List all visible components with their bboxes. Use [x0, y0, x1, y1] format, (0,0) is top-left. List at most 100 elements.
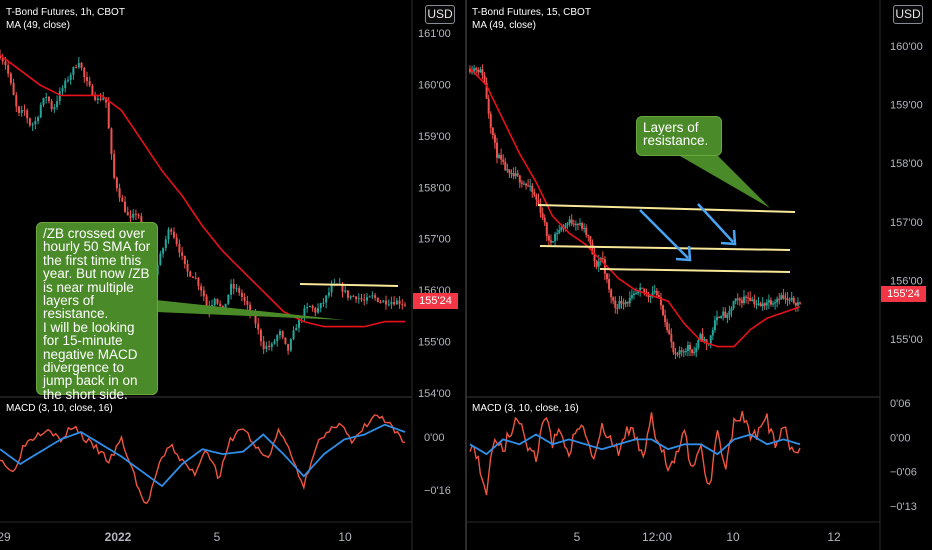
right-candle [639, 287, 642, 291]
right-candle [765, 302, 768, 306]
right-candle [545, 222, 548, 236]
right-note-pointer [680, 156, 770, 208]
right-candle [769, 300, 772, 305]
left-candle [64, 80, 67, 89]
right-candle [649, 296, 652, 298]
right-candle [794, 302, 797, 306]
right-candle [776, 298, 779, 303]
left-candle [325, 295, 328, 303]
left-candle [311, 305, 314, 309]
left-candle [393, 302, 396, 305]
left-note[interactable]: /ZB crossed over hourly 50 SMA for the f… [36, 222, 158, 401]
left-ma-line [0, 54, 405, 328]
right-candle [799, 302, 801, 304]
left-y-tick: 160'00 [418, 79, 451, 91]
resistance-line-2[interactable] [539, 245, 791, 251]
right-candle [493, 134, 496, 143]
left-candle [99, 98, 102, 100]
right-candle [724, 311, 727, 318]
right-candle [757, 303, 760, 305]
right-candle [502, 159, 505, 162]
right-candle [728, 311, 731, 315]
left-candle [159, 253, 162, 265]
resistance-line-3[interactable] [599, 268, 791, 273]
right-chart-title: T-Bond Futures, 15, CBOT [472, 7, 591, 18]
right-candle [591, 243, 594, 255]
left-candle [257, 323, 260, 330]
right-candle [525, 183, 528, 186]
left-candle [346, 290, 349, 298]
left-candle [197, 278, 200, 287]
right-candle [564, 224, 567, 229]
right-candle [680, 350, 683, 352]
left-candle [322, 302, 325, 304]
left-candle [12, 83, 15, 96]
left-candle [363, 299, 366, 301]
right-candle [620, 301, 623, 304]
left-candle [398, 300, 401, 305]
left-candle [238, 288, 241, 293]
right-candle [593, 254, 596, 261]
left-candle [235, 288, 238, 290]
right-candle [589, 236, 592, 244]
left-candle [107, 102, 110, 129]
left-candle [1, 58, 4, 62]
left-candle [213, 298, 216, 306]
right-candle [574, 223, 577, 225]
right-note[interactable]: Layers of resistance. [636, 116, 722, 156]
right-candle [749, 297, 752, 301]
right-candle [703, 339, 706, 341]
left-candle [42, 98, 45, 105]
left-candle [216, 298, 219, 304]
left-macd-label: MACD (3, 10, close, 16) [6, 403, 113, 414]
right-candle [471, 71, 474, 73]
right-candle [481, 69, 484, 76]
left-candle [278, 331, 281, 336]
left-candle [292, 330, 295, 340]
right-candle [535, 195, 538, 200]
left-candle [387, 304, 390, 306]
right-candle [645, 292, 648, 294]
right-candle [520, 182, 523, 184]
arrow-1[interactable] [639, 209, 692, 262]
right-candle [753, 299, 756, 305]
left-candle [72, 67, 75, 75]
left-candle [34, 121, 37, 125]
left-resistance-line[interactable] [299, 283, 399, 287]
right-candle [788, 299, 791, 301]
left-candle [221, 305, 224, 309]
right-candle [774, 302, 777, 304]
left-candle [39, 104, 42, 118]
right-candle [718, 317, 721, 319]
left-candle [113, 153, 116, 178]
left-candle [186, 264, 189, 272]
left-candle [18, 106, 21, 113]
right-candle [500, 155, 503, 160]
left-candle [254, 314, 257, 324]
right-last-price-tag: 155'24 [881, 286, 926, 302]
right-candle [616, 307, 619, 309]
left-candle [357, 298, 360, 300]
right-candle [618, 301, 621, 309]
right-candle [475, 68, 478, 70]
right-currency-button[interactable]: USD [893, 5, 923, 24]
right-candle [740, 300, 743, 303]
right-candle [672, 342, 675, 353]
left-candle [80, 62, 83, 68]
left-candle [219, 303, 222, 306]
left-candle [77, 62, 80, 68]
left-candle [352, 296, 355, 298]
left-macd-line [0, 423, 406, 488]
left-last-price-tag: 155'24 [413, 293, 458, 309]
left-candle [295, 327, 298, 331]
right-candle [641, 287, 644, 289]
left-candle [164, 239, 167, 249]
resistance-line-1[interactable] [537, 204, 796, 213]
arrow-2[interactable] [697, 203, 737, 246]
left-candle [240, 292, 243, 297]
left-candle [26, 110, 29, 119]
right-candle [608, 279, 611, 290]
right-candle [678, 350, 681, 355]
right-candle [512, 173, 515, 177]
left-currency-button[interactable]: USD [425, 5, 455, 24]
